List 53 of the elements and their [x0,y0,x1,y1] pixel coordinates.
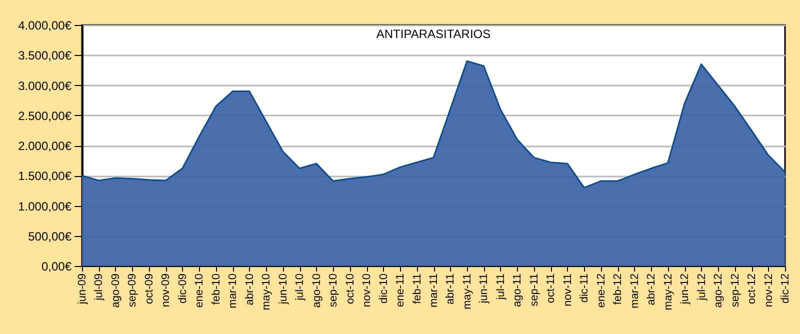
x-tick-label: abr-11 [444,274,457,304]
y-tick-label: 2.000,00€ [18,139,72,153]
x-tick-label: ene-10 [194,274,206,308]
x-tick-label: oct-09 [143,274,156,304]
x-tick-label: feb-10 [210,274,222,305]
x-tick-label: oct-10 [344,274,356,304]
x-tick-label: jun-09 [76,274,88,306]
x-tick-label: nov-12 [762,274,775,308]
y-tick-label: 4.000,00€ [18,18,72,32]
x-tick-label: jun-12 [679,274,692,306]
x-tick-label: nov-10 [361,274,374,308]
x-tick-label: jul-10 [294,274,306,302]
x-tick-label: oct-12 [746,274,758,304]
x-tick-label: jun-11 [478,274,490,304]
y-tick-label: 500,00€ [28,229,72,244]
x-tick-label: mar-11 [428,274,440,308]
x-tick-label: ago-11 [512,274,524,307]
x-tick-label: jul-11 [494,274,507,301]
x-tick-label: abr-10 [244,274,256,306]
y-tick-label: 1.000,00€ [18,199,72,214]
x-tick-label: feb-12 [612,274,624,305]
x-tick-label: oct-11 [545,274,558,304]
x-tick-label: feb-11 [411,274,424,304]
x-tick-label: ago-09 [110,274,122,308]
chart-title: ANTIPARASITARIOS [376,27,491,41]
x-tick-label: ene-11 [394,274,407,307]
y-tick-label: 3.500,00€ [18,48,72,63]
x-tick-label: mar-10 [227,274,240,308]
x-tick-label: sep-12 [729,274,742,308]
x-tick-label: jul-12 [696,274,708,302]
x-tick-label: mar-12 [628,274,641,308]
x-tick-label: dic-12 [780,274,792,304]
x-tick-label: ene-12 [595,274,608,308]
x-tick-label: jul-09 [93,274,106,302]
y-tick-label: 2.500,00€ [18,108,72,123]
x-tick-label: abr-12 [646,274,658,306]
x-tick-label: dic-09 [176,274,189,304]
y-tick-label: 3.000,00€ [18,78,72,93]
x-tick-label: dic-11 [578,274,591,303]
x-tick-label: jun-10 [277,274,290,306]
x-tick-label: nov-11 [562,274,574,306]
x-tick-label: may-11 [461,274,474,310]
y-tick-label: 0,00€ [41,260,72,274]
x-tick-label: sep-11 [528,274,540,306]
x-tick-label: sep-10 [328,274,340,308]
x-tick-label: sep-09 [126,274,139,308]
x-tick-label: ago-10 [310,274,323,308]
x-tick-label: ago-12 [712,274,725,308]
y-tick-label: 1.500,00€ [18,169,72,184]
x-tick-label: nov-09 [160,274,172,308]
x-tick-label: may-12 [662,274,674,310]
x-tick-label: may-10 [260,274,273,310]
x-tick-label: dic-10 [378,274,390,304]
